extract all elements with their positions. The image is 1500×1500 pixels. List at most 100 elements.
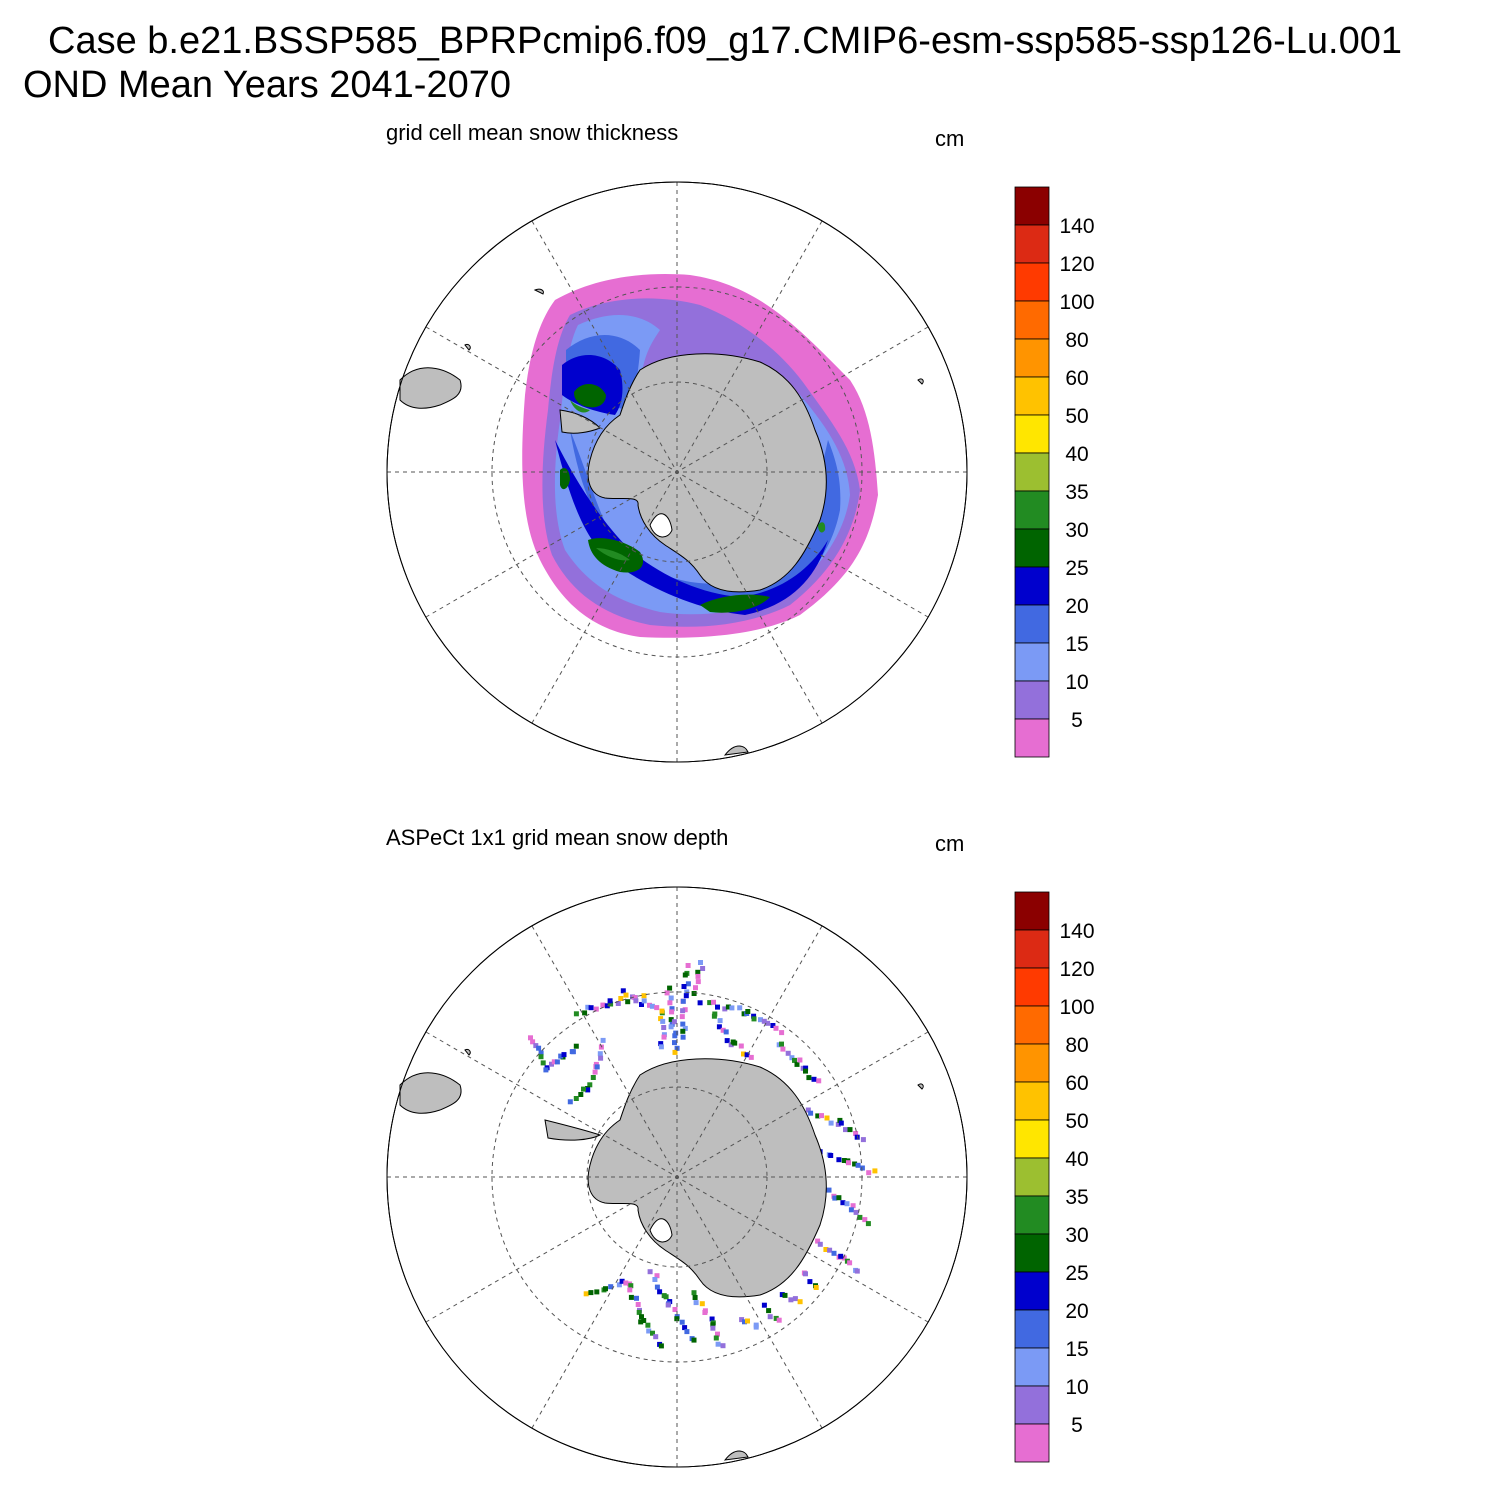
colorbar-model: 140 120 100 80 60 50 40 35 30 25 20 15 10 5	[1014, 186, 1095, 758]
snow-observation-cell	[638, 1319, 644, 1325]
snow-observation-cell	[672, 1033, 678, 1039]
aspect-observation-tracks	[528, 960, 878, 1349]
snow-observation-cell	[657, 1289, 663, 1295]
snow-observation-cell	[628, 1283, 634, 1289]
snow-observation-cell	[691, 1337, 697, 1343]
graticule	[387, 182, 967, 762]
snow-observation-cell	[587, 1082, 593, 1088]
colorbar-label: 30	[1065, 519, 1088, 542]
antarctic-continent	[587, 353, 827, 593]
snow-observation-cell	[585, 1004, 591, 1010]
antarctica-land	[399, 288, 924, 756]
snow-observation-cell	[594, 1289, 600, 1295]
snow-observation-cell	[855, 1162, 861, 1168]
snow-observation-cell	[697, 1000, 703, 1006]
snow-observation-cell	[639, 1002, 644, 1007]
snow-observation-cell	[866, 1170, 872, 1176]
snow-observation-cell	[573, 1043, 579, 1049]
snow-observation-cell	[715, 1331, 720, 1337]
snow-observation-cell	[628, 1294, 634, 1300]
snow-observation-cell	[857, 1214, 863, 1220]
snow-observation-cell	[792, 1296, 798, 1302]
season-years-title: OND Mean Years 2041-2070	[23, 64, 511, 106]
snow-observation-cell	[832, 1195, 838, 1201]
colorbar-aspect: 140 120 100 80 60 50 40 35 30 25 20 15 10 5	[1014, 891, 1095, 1463]
snow-observation-cell	[673, 1030, 679, 1036]
snow-observation-cell	[803, 1065, 809, 1071]
snow-observation-cell	[773, 1315, 779, 1321]
snow-observation-cell	[646, 1328, 652, 1334]
snow-observation-cell	[636, 1309, 642, 1315]
snow-observation-cell	[684, 1329, 690, 1335]
colorbar-label: 80	[1065, 329, 1088, 352]
snow-observation-cell	[633, 998, 639, 1004]
snow-observation-cell	[558, 1053, 564, 1059]
snow-observation-cell	[779, 1041, 784, 1047]
snow-observation-cell	[847, 1260, 853, 1266]
colorbar-label: 120	[1059, 253, 1094, 276]
snow-observation-cell	[549, 1061, 554, 1067]
snow-observation-cell	[807, 1279, 813, 1285]
panel-units-aspect: cm	[935, 831, 965, 856]
colorbar-swatch	[1014, 262, 1050, 302]
snow-observation-cell	[679, 1014, 685, 1020]
snow-observation-cell	[835, 1121, 841, 1127]
snow-observation-cell	[765, 1020, 771, 1026]
snow-observation-cell	[737, 1005, 743, 1011]
snow-observation-cell	[797, 1057, 803, 1063]
snow-observation-cell	[661, 1034, 667, 1040]
snow-observation-cell	[625, 999, 631, 1005]
colorbar-label: 35	[1065, 481, 1088, 504]
colorbar-label: 100	[1059, 996, 1094, 1019]
snow-observation-cell	[680, 1008, 686, 1014]
snow-observation-cell	[607, 998, 613, 1004]
snow-observation-cell	[663, 1294, 669, 1300]
snow-observation-cell	[691, 1290, 697, 1296]
colorbar-swatch	[1014, 680, 1050, 720]
new-zealand-tip	[723, 745, 749, 756]
colorbar-label: 140	[1059, 215, 1094, 238]
snow-observation-cell	[647, 1002, 652, 1008]
snow-observation-cell	[836, 1157, 842, 1163]
snow-observation-cell	[635, 1302, 641, 1307]
snow-observation-cell	[828, 1153, 834, 1158]
snow-observation-cell	[692, 1295, 698, 1300]
colorbar-label: 140	[1059, 920, 1094, 943]
snow-observation-cell	[710, 1322, 716, 1328]
snow-observation-cell	[650, 1330, 655, 1336]
snow-observation-cell	[654, 1273, 660, 1279]
snow-observation-cell	[841, 1158, 847, 1163]
snow-observation-cell	[583, 1291, 589, 1297]
snow-observation-cell	[573, 1011, 579, 1017]
snow-observation-cell	[653, 1334, 659, 1340]
snow-observation-cell	[682, 1007, 688, 1013]
snow-observation-cell	[682, 972, 688, 978]
colorbar-swatch	[1014, 1385, 1050, 1425]
small-island-2	[464, 344, 471, 351]
snow-observation-cell	[668, 1017, 674, 1023]
snow-observation-cell	[840, 1200, 846, 1206]
colorbar-label: 50	[1065, 405, 1088, 428]
snow-observation-cell	[792, 1057, 797, 1063]
panel-units-model: cm	[935, 126, 965, 151]
snow-observation-cell	[770, 1023, 776, 1028]
snow-observation-cell	[543, 1067, 549, 1073]
snow-observation-cell	[853, 1209, 859, 1215]
snow-observation-cell	[538, 1050, 544, 1056]
snow-observation-cell	[654, 1005, 660, 1011]
snow-observation-cell	[680, 1021, 686, 1027]
snow-observation-cell	[608, 1284, 614, 1290]
snow-observation-cell	[658, 1044, 664, 1050]
snow-observation-cell	[658, 1016, 664, 1022]
snow-observation-cell	[720, 1027, 726, 1033]
snow-observation-cell	[671, 1019, 677, 1025]
snow-observation-cell	[722, 1006, 728, 1012]
colorbar-swatch	[1014, 338, 1050, 378]
colorbar-label: 60	[1065, 367, 1088, 390]
snow-observation-cell	[647, 1269, 653, 1275]
snow-observation-cell	[841, 1255, 847, 1261]
snow-observation-cell	[551, 1059, 557, 1065]
snow-observation-cell	[639, 1314, 644, 1320]
snow-observation-cell	[582, 1010, 588, 1016]
snow-observation-cell	[838, 1120, 844, 1126]
